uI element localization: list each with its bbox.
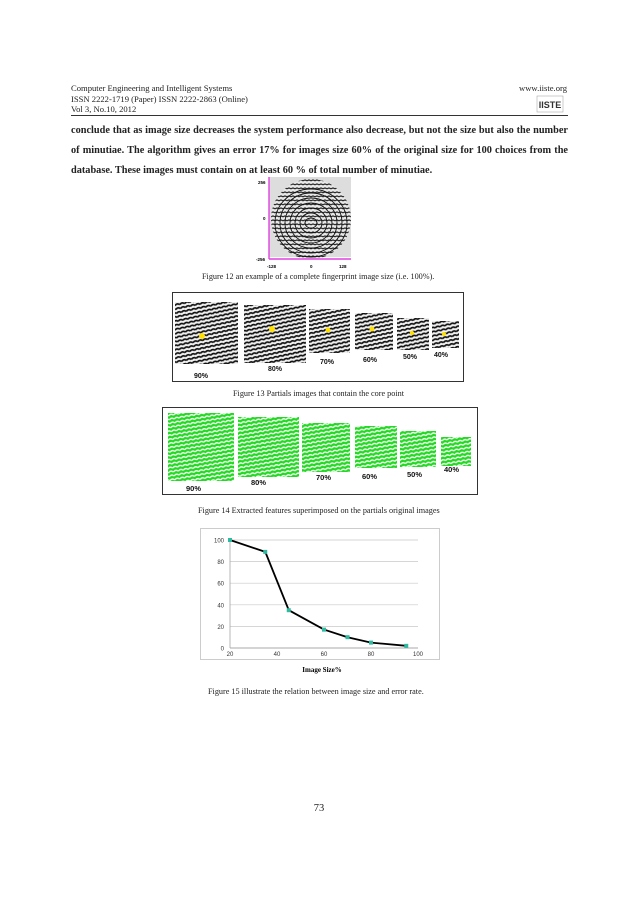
x-tick-label: 20 <box>227 652 234 658</box>
y-tick-label: 0 <box>221 647 225 653</box>
chart-y-ticks: 0 20 40 60 80 100 <box>214 539 225 653</box>
y-tick-label: 80 <box>217 560 224 566</box>
iiste-logo: IISTE <box>536 95 564 113</box>
journal-header: Computer Engineering and Intelligent Sys… <box>71 83 248 115</box>
feature-image-80 <box>238 417 299 477</box>
y-tick-label: 40 <box>217 603 224 609</box>
data-point <box>345 635 350 640</box>
y-tick-label: 100 <box>214 539 225 545</box>
feature-label-50: 50% <box>407 470 422 479</box>
fingerprint-image <box>271 179 351 259</box>
figure-14-caption: Figure 14 Extracted features superimpose… <box>198 506 440 515</box>
figure-13-caption: Figure 13 Partials images that contain t… <box>233 389 404 398</box>
chart-frame <box>200 528 440 660</box>
feature-label-70: 70% <box>316 473 331 482</box>
feature-image-90 <box>168 413 234 481</box>
label-90: 90% <box>194 373 209 380</box>
journal-volume: Vol 3, No.10, 2012 <box>71 104 137 115</box>
series-points <box>228 538 409 648</box>
feature-image-60 <box>355 426 397 468</box>
axis-x-mid: 0 <box>310 264 313 269</box>
y-tick-label: 60 <box>217 582 224 588</box>
data-point <box>263 549 268 554</box>
journal-website[interactable]: www.iiste.org <box>519 83 567 93</box>
journal-title: Computer Engineering and Intelligent Sys… <box>71 83 233 93</box>
partial-image-60 <box>355 313 393 350</box>
figure-13-partials: 90% 80% 70% 60% 50% 40% <box>172 292 464 382</box>
y-tick-label: 20 <box>217 625 224 631</box>
x-tick-label: 80 <box>368 652 375 658</box>
data-point <box>286 608 291 613</box>
data-point <box>404 643 409 648</box>
body-paragraph: conclude that as image size decreases th… <box>71 125 568 177</box>
label-70: 70% <box>320 359 335 366</box>
axis-x-left: -128 <box>267 264 277 269</box>
axis-x-right: 128 <box>339 264 347 269</box>
axis-y-mid: 0 <box>263 216 266 221</box>
feature-label-40: 40% <box>444 465 459 474</box>
axis-y-top: 256 <box>258 180 266 185</box>
x-tick-label: 60 <box>321 652 328 658</box>
core-points <box>199 326 446 339</box>
chart-x-ticks: 20 40 60 80 100 <box>227 652 424 658</box>
label-80: 80% <box>268 366 283 373</box>
figure-15-caption: Figure 15 illustrate the relation betwee… <box>208 687 424 696</box>
header-rule <box>71 115 568 116</box>
feature-image-70 <box>302 423 350 472</box>
figure-12-caption: Figure 12 an example of a complete finge… <box>202 272 435 281</box>
journal-issn: ISSN 2222-1719 (Paper) ISSN 2222-2863 (O… <box>71 93 248 104</box>
feature-image-50 <box>400 431 436 467</box>
x-axis-label: Image Size% <box>302 666 341 674</box>
axis-y-bottom: -256 <box>256 257 266 262</box>
data-point <box>369 640 373 645</box>
feature-label-90: 90% <box>186 484 201 493</box>
figure-14-features: 90% 80% 70% 60% 50% 40% <box>162 407 478 495</box>
x-tick-label: 100 <box>413 652 424 658</box>
x-tick-label: 40 <box>274 652 281 658</box>
logo-text: IISTE <box>539 100 562 110</box>
feature-label-80: 80% <box>251 478 266 487</box>
data-point <box>322 627 326 632</box>
label-50: 50% <box>403 354 418 361</box>
label-60: 60% <box>363 357 378 364</box>
feature-image-40 <box>441 437 471 466</box>
chart-grid <box>229 539 418 649</box>
data-point <box>228 538 232 542</box>
feature-label-60: 60% <box>362 472 377 481</box>
figure-12-fingerprint: 256 0 -256 -128 0 128 <box>256 177 351 269</box>
partial-image-80 <box>244 305 306 363</box>
page-number: 73 <box>313 803 325 814</box>
label-40: 40% <box>434 352 449 359</box>
partial-image-90 <box>175 302 238 364</box>
